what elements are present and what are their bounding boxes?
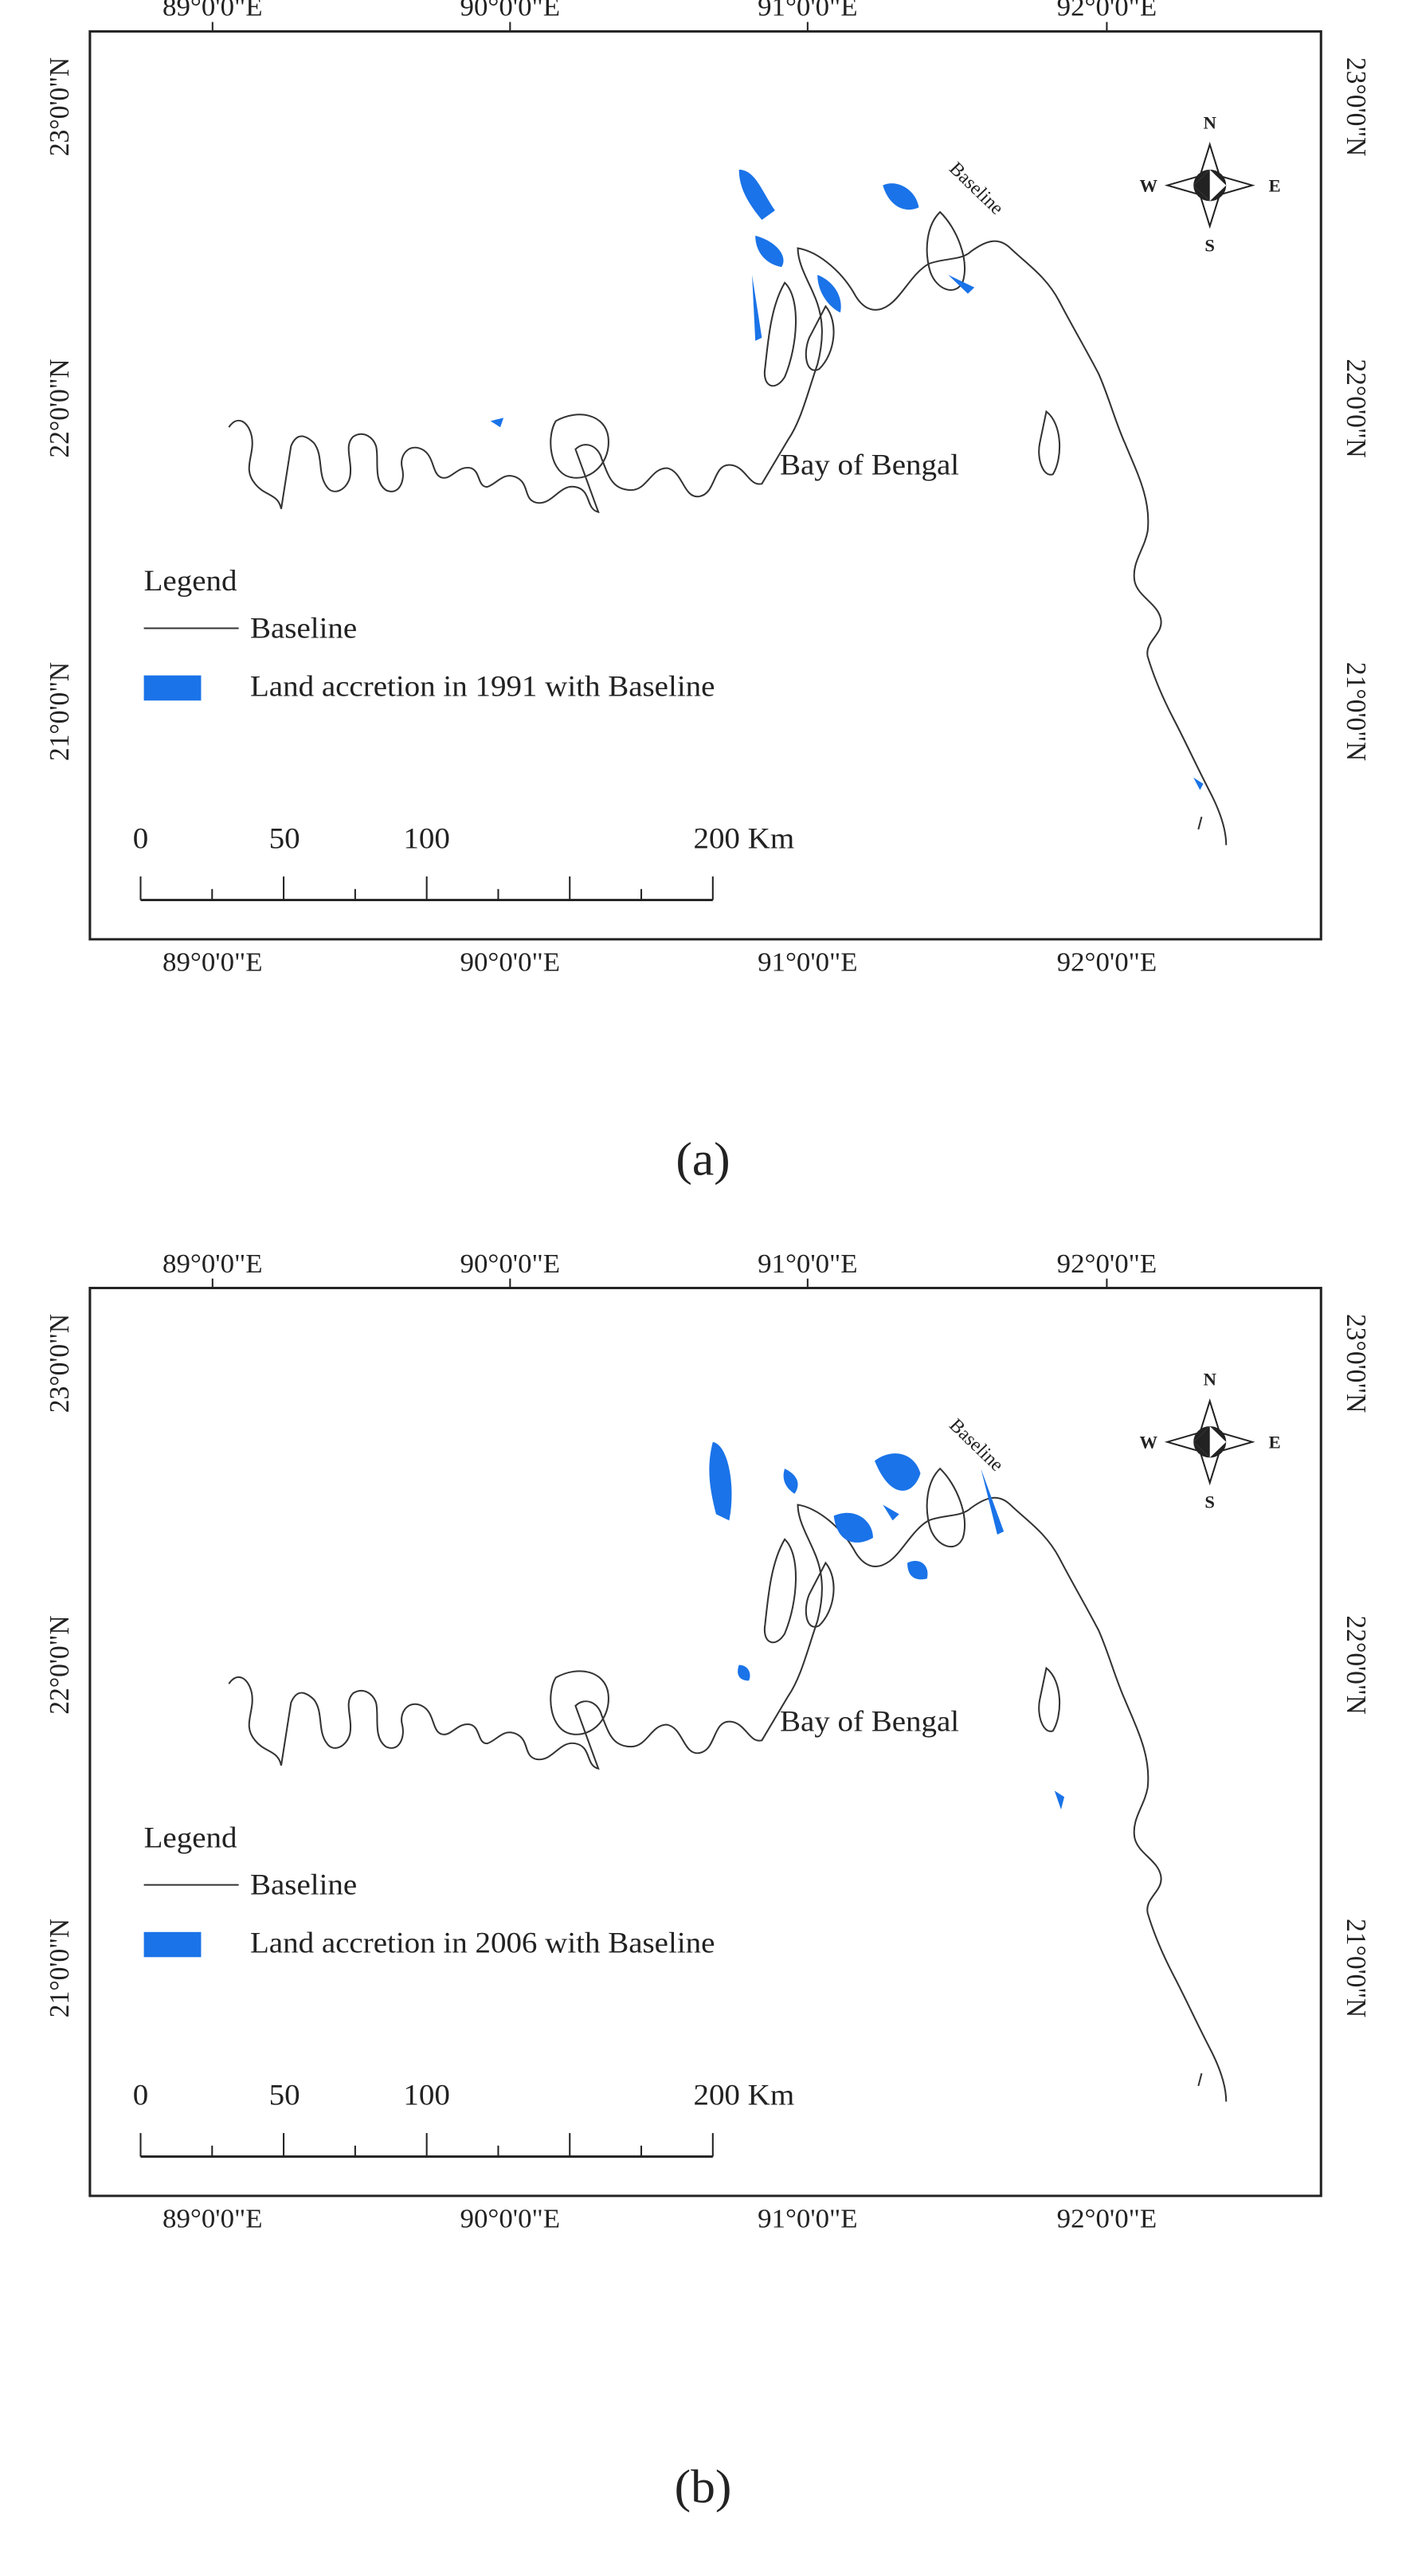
longitude-label: 92°0'0"E <box>1057 2205 1157 2233</box>
scale-label: 200 Km <box>693 2079 794 2111</box>
latitude-label: 23°0'0"N <box>1341 1314 1371 1413</box>
latitude-label: 22°0'0"N <box>1341 359 1371 457</box>
longitude-label: 91°0'0"E <box>758 2205 857 2233</box>
compass-n: N <box>1204 1370 1216 1389</box>
legend-item: Baseline <box>250 612 357 645</box>
accretion-area <box>738 169 775 220</box>
accretion-area <box>948 274 975 294</box>
legend-title: Legend <box>144 1821 237 1854</box>
legend-item: Baseline <box>250 1868 357 1901</box>
accretion-area <box>981 1468 1005 1535</box>
map-frame <box>88 1287 1322 2198</box>
latitude-label: 21°0'0"N <box>1341 662 1371 761</box>
longitude-label: 91°0'0"E <box>758 1249 857 1278</box>
place-label: Bay of Bengal <box>780 1705 959 1738</box>
legend-title: Legend <box>144 565 237 598</box>
panel-label: (a) <box>676 1134 730 1186</box>
longitude-label: 89°0'0"E <box>163 1249 262 1278</box>
accretion-area <box>490 418 504 428</box>
legend-swatch <box>143 1931 202 1958</box>
coastline <box>228 1468 1228 2103</box>
baseline-label: Baseline <box>945 158 1008 218</box>
accretion-area <box>783 1468 798 1494</box>
legend-item: Land accretion in 2006 with Baseline <box>250 1927 715 1959</box>
accretion-area <box>755 235 784 268</box>
accretion-area <box>817 274 841 313</box>
longitude-label: 89°0'0"E <box>163 2205 262 2233</box>
compass-e: E <box>1269 176 1281 195</box>
longitude-label: 89°0'0"E <box>163 948 262 977</box>
coastline <box>228 211 1228 846</box>
accretion-area <box>907 1560 928 1580</box>
map-panel: 89°0'0"E 90°0'0"E 91°0'0"E 92°0'0"E 89°0'0"E… <box>45 1249 1371 2233</box>
accretion-area <box>874 1453 921 1491</box>
latitude-label: 21°0'0"N <box>45 1919 76 2017</box>
scale-label: 50 <box>269 822 300 855</box>
panel-label: (b) <box>675 2460 732 2513</box>
place-label: Bay of Bengal <box>780 449 959 481</box>
compass-s: S <box>1204 236 1215 255</box>
longitude-label: 90°0'0"E <box>460 1249 560 1278</box>
accretion-area <box>738 1664 750 1681</box>
legend-swatch <box>143 675 202 701</box>
scale-label: 100 <box>403 822 449 855</box>
scale-label: 0 <box>133 2079 148 2111</box>
compass-quadrant <box>1193 1425 1210 1458</box>
compass-n: N <box>1204 113 1216 132</box>
latitude-label: 23°0'0"N <box>1341 57 1371 156</box>
accretion-area <box>883 1504 899 1521</box>
scale-label: 50 <box>269 2079 300 2111</box>
scale-label: 100 <box>403 2079 449 2111</box>
compass-w: W <box>1139 176 1157 195</box>
compass-quadrant <box>1193 169 1210 202</box>
baseline-label: Baseline <box>945 1414 1008 1475</box>
latitude-label: 22°0'0"N <box>1341 1615 1371 1714</box>
accretion-area <box>883 183 919 210</box>
latitude-label: 21°0'0"N <box>45 662 76 761</box>
latitude-label: 23°0'0"N <box>45 57 76 156</box>
latitude-label: 22°0'0"N <box>45 359 76 457</box>
longitude-label: 92°0'0"E <box>1057 948 1157 977</box>
accretion-area <box>1193 777 1204 790</box>
latitude-label: 22°0'0"N <box>45 1615 76 1714</box>
longitude-label: 92°0'0"E <box>1057 0 1157 22</box>
longitude-label: 91°0'0"E <box>758 948 857 977</box>
accretion-area <box>709 1441 732 1521</box>
longitude-label: 90°0'0"E <box>460 948 560 977</box>
compass-w: W <box>1139 1433 1157 1452</box>
map-panel: 89°0'0"E 90°0'0"E 91°0'0"E 92°0'0"E 89°0'0"E… <box>45 0 1371 977</box>
compass-s: S <box>1204 1492 1215 1511</box>
map-frame <box>88 29 1322 941</box>
scale-label: 200 Km <box>693 822 794 855</box>
longitude-label: 90°0'0"E <box>460 0 560 22</box>
longitude-label: 90°0'0"E <box>460 2205 560 2233</box>
accretion-area <box>1054 1790 1065 1809</box>
accretion-area <box>752 274 762 341</box>
latitude-label: 21°0'0"N <box>1341 1919 1371 2017</box>
longitude-label: 91°0'0"E <box>758 0 857 22</box>
longitude-label: 89°0'0"E <box>163 0 262 22</box>
compass-e: E <box>1269 1433 1281 1452</box>
longitude-label: 92°0'0"E <box>1057 1249 1157 1278</box>
latitude-label: 23°0'0"N <box>45 1314 76 1413</box>
scale-label: 0 <box>133 822 148 855</box>
legend-item: Land accretion in 1991 with Baseline <box>250 670 715 703</box>
accretion-area <box>833 1512 873 1543</box>
